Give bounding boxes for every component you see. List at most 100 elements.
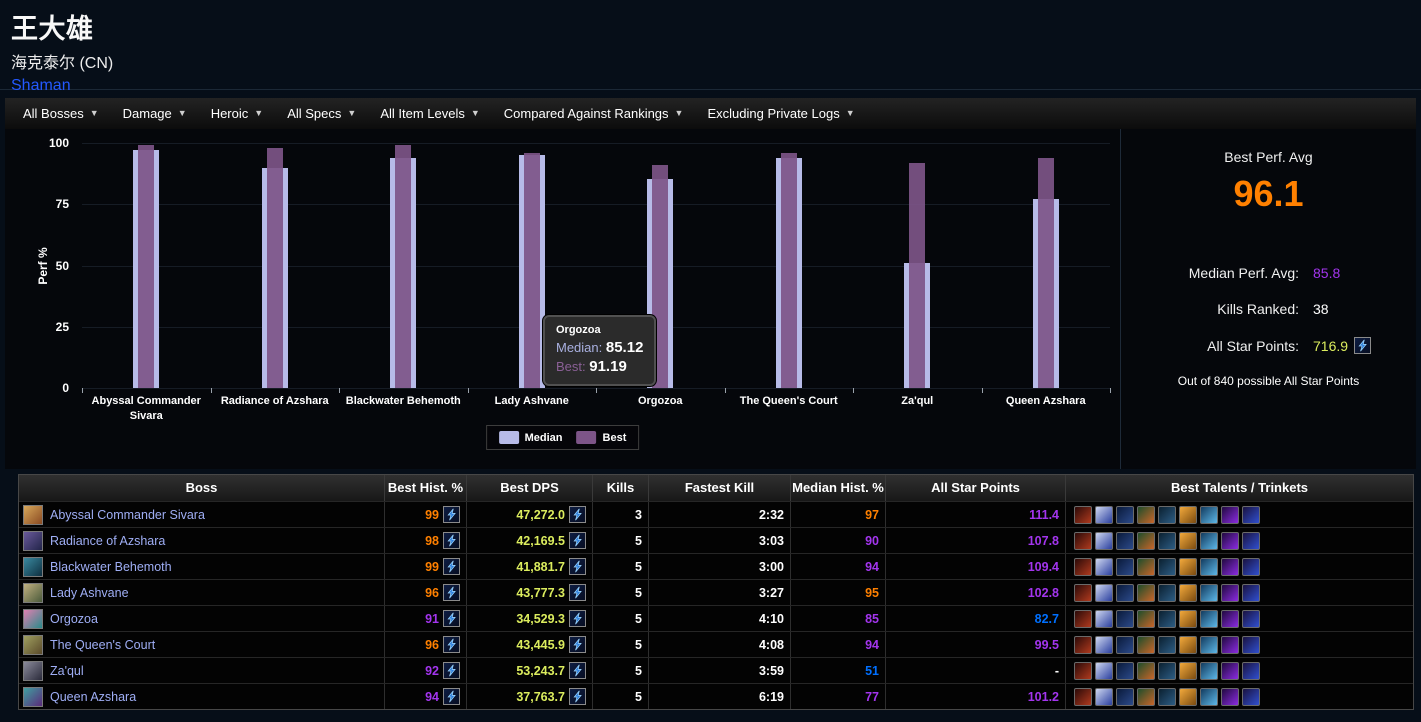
best-bar[interactable]: [395, 145, 412, 388]
boss-link[interactable]: Queen Azshara: [50, 689, 137, 704]
talent-icon-3[interactable]: [1116, 505, 1134, 524]
talent-icon-7[interactable]: [1200, 531, 1218, 550]
talent-icon-4[interactable]: [1137, 531, 1155, 550]
talent-icon-2[interactable]: [1095, 583, 1113, 602]
talent-icon-6[interactable]: [1179, 531, 1197, 550]
talent-icon-4[interactable]: [1137, 609, 1155, 628]
legend-item-median[interactable]: Median: [498, 431, 563, 444]
trinket-icon-1[interactable]: [1221, 687, 1239, 706]
talent-icon-2[interactable]: [1095, 609, 1113, 628]
talent-icon-4[interactable]: [1137, 557, 1155, 576]
talent-icon-3[interactable]: [1116, 609, 1134, 628]
rank-graph-icon[interactable]: [569, 610, 586, 627]
best-bar[interactable]: [1037, 157, 1054, 388]
rank-graph-icon[interactable]: [443, 584, 460, 601]
talent-icon-3[interactable]: [1116, 635, 1134, 654]
boss-link[interactable]: Blackwater Behemoth: [50, 559, 172, 574]
trinket-icon-2[interactable]: [1242, 687, 1260, 706]
rank-graph-icon[interactable]: [569, 506, 586, 523]
talent-icon-7[interactable]: [1200, 661, 1218, 680]
talent-icon-4[interactable]: [1137, 583, 1155, 602]
rank-graph-icon[interactable]: [443, 558, 460, 575]
talent-icon-1[interactable]: [1074, 661, 1092, 680]
filter-compared-against[interactable]: Compared Against Rankings: [492, 98, 696, 129]
talent-icon-2[interactable]: [1095, 505, 1113, 524]
rank-graph-icon[interactable]: [569, 584, 586, 601]
talent-icon-5[interactable]: [1158, 531, 1176, 550]
trinket-icon-1[interactable]: [1221, 635, 1239, 654]
talent-icon-7[interactable]: [1200, 635, 1218, 654]
talent-icon-4[interactable]: [1137, 661, 1155, 680]
trinket-icon-2[interactable]: [1242, 583, 1260, 602]
rank-graph-icon[interactable]: [443, 688, 460, 705]
talent-icon-2[interactable]: [1095, 661, 1113, 680]
boss-link[interactable]: Radiance of Azshara: [50, 533, 166, 548]
best-bar[interactable]: [909, 162, 926, 388]
talent-icon-1[interactable]: [1074, 531, 1092, 550]
trinket-icon-2[interactable]: [1242, 505, 1260, 524]
talent-icon-1[interactable]: [1074, 583, 1092, 602]
talent-icon-5[interactable]: [1158, 583, 1176, 602]
rank-graph-icon[interactable]: [443, 532, 460, 549]
talent-icon-5[interactable]: [1158, 687, 1176, 706]
boss-link[interactable]: Za'qul: [50, 663, 84, 678]
talent-icon-6[interactable]: [1179, 687, 1197, 706]
rank-graph-icon[interactable]: [569, 662, 586, 679]
talent-icon-6[interactable]: [1179, 583, 1197, 602]
trinket-icon-2[interactable]: [1242, 557, 1260, 576]
best-bar[interactable]: [266, 147, 283, 388]
rank-graph-icon[interactable]: [569, 532, 586, 549]
rank-graph-icon[interactable]: [443, 636, 460, 653]
trinket-icon-1[interactable]: [1221, 505, 1239, 524]
talent-icon-7[interactable]: [1200, 609, 1218, 628]
best-bar[interactable]: [652, 164, 669, 388]
rank-graph-icon[interactable]: [443, 662, 460, 679]
talent-icon-7[interactable]: [1200, 687, 1218, 706]
talent-icon-2[interactable]: [1095, 531, 1113, 550]
talent-icon-1[interactable]: [1074, 687, 1092, 706]
talent-icon-6[interactable]: [1179, 557, 1197, 576]
talent-icon-1[interactable]: [1074, 557, 1092, 576]
boss-link[interactable]: Abyssal Commander Sivara: [50, 507, 205, 522]
talent-icon-5[interactable]: [1158, 505, 1176, 524]
trinket-icon-1[interactable]: [1221, 583, 1239, 602]
talent-icon-3[interactable]: [1116, 583, 1134, 602]
talent-icon-7[interactable]: [1200, 583, 1218, 602]
talent-icon-3[interactable]: [1116, 557, 1134, 576]
talent-icon-3[interactable]: [1116, 687, 1134, 706]
best-bar[interactable]: [523, 152, 540, 388]
talent-icon-4[interactable]: [1137, 635, 1155, 654]
legend-item-best[interactable]: Best: [576, 431, 626, 444]
talent-icon-6[interactable]: [1179, 505, 1197, 524]
talent-icon-2[interactable]: [1095, 557, 1113, 576]
filter-private-logs[interactable]: Excluding Private Logs: [695, 98, 866, 129]
talent-icon-4[interactable]: [1137, 687, 1155, 706]
talent-icon-1[interactable]: [1074, 635, 1092, 654]
talent-icon-5[interactable]: [1158, 609, 1176, 628]
boss-link[interactable]: Lady Ashvane: [50, 585, 129, 600]
best-bar[interactable]: [138, 145, 155, 388]
trinket-icon-2[interactable]: [1242, 661, 1260, 680]
talent-icon-2[interactable]: [1095, 687, 1113, 706]
talent-icon-7[interactable]: [1200, 505, 1218, 524]
boss-link[interactable]: The Queen's Court: [50, 637, 156, 652]
talent-icon-6[interactable]: [1179, 661, 1197, 680]
trinket-icon-1[interactable]: [1221, 557, 1239, 576]
trinket-icon-2[interactable]: [1242, 635, 1260, 654]
filter-all-specs[interactable]: All Specs: [275, 98, 368, 129]
talent-icon-4[interactable]: [1137, 505, 1155, 524]
trinket-icon-2[interactable]: [1242, 531, 1260, 550]
trinket-icon-1[interactable]: [1221, 609, 1239, 628]
talent-icon-3[interactable]: [1116, 531, 1134, 550]
talent-icon-6[interactable]: [1179, 635, 1197, 654]
character-class-link[interactable]: Shaman: [11, 77, 71, 94]
rank-graph-icon[interactable]: [569, 558, 586, 575]
talent-icon-2[interactable]: [1095, 635, 1113, 654]
rank-graph-icon[interactable]: [569, 636, 586, 653]
rank-graph-icon[interactable]: [1354, 337, 1372, 354]
talent-icon-6[interactable]: [1179, 609, 1197, 628]
talent-icon-1[interactable]: [1074, 609, 1092, 628]
trinket-icon-1[interactable]: [1221, 531, 1239, 550]
rank-graph-icon[interactable]: [443, 610, 460, 627]
talent-icon-5[interactable]: [1158, 661, 1176, 680]
